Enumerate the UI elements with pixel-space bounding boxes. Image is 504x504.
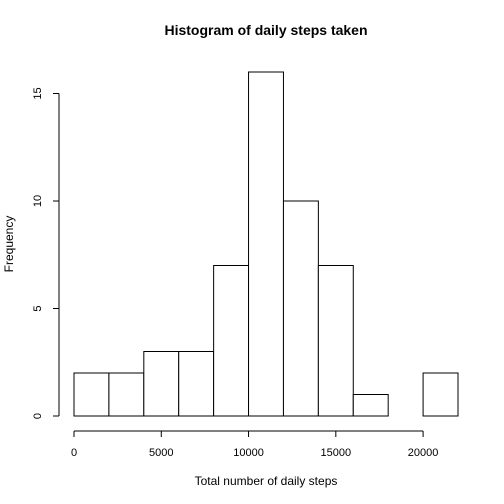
x-tick-label-2: 10000 [233, 447, 264, 459]
y-tick-label-1: 5 [32, 305, 44, 311]
y-tick-label-0: 0 [32, 413, 44, 419]
x-tick-label-0: 0 [71, 447, 77, 459]
histogram-bar-2 [143, 351, 180, 417]
x-tick-label-4: 20000 [408, 447, 439, 459]
histogram-bar-1 [108, 372, 145, 417]
y-axis-label: Frequency [2, 216, 16, 273]
histogram-bar-3 [178, 351, 215, 417]
x-axis-label: Total number of daily steps [195, 474, 338, 488]
chart-title: Histogram of daily steps taken [164, 22, 367, 38]
bars-group [73, 71, 459, 417]
histogram-bar-4 [213, 265, 250, 417]
histogram-bar-0 [73, 372, 110, 417]
histogram-bar-5 [248, 71, 284, 417]
x-tick-label-1: 5000 [149, 447, 173, 459]
histogram-bar-6 [282, 200, 319, 417]
y-axis: 0 5 10 15 [32, 87, 60, 419]
histogram-bar-8 [352, 394, 389, 417]
x-axis: 0 5000 10000 15000 20000 [71, 430, 439, 459]
y-tick-label-3: 15 [32, 87, 44, 99]
y-tick-label-2: 10 [32, 195, 44, 207]
x-tick-label-3: 15000 [321, 447, 352, 459]
histogram-bar-7 [317, 265, 354, 417]
histogram-bar-10 [422, 372, 459, 417]
